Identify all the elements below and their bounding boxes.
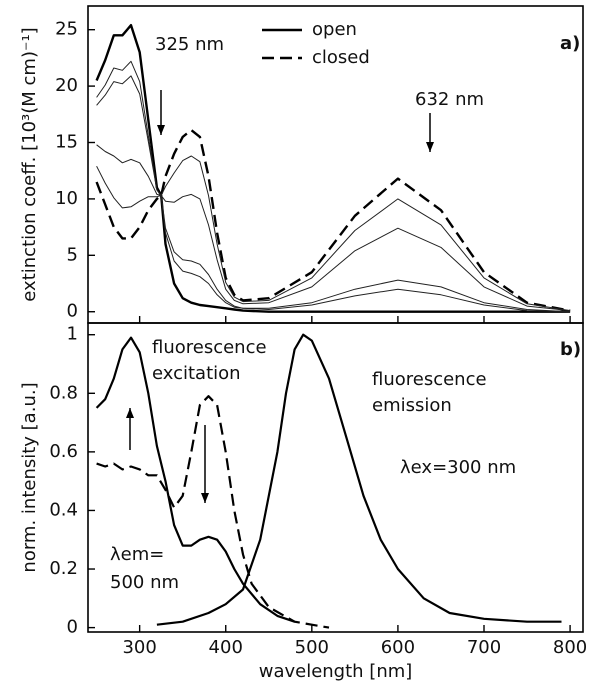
data-line [96, 395, 330, 629]
annotation: λex=300 nm [400, 457, 516, 478]
legend-label: closed [312, 47, 370, 68]
data-line [156, 333, 562, 626]
x-tick-label: 700 [467, 637, 501, 658]
annotation: λem= [110, 544, 164, 565]
y-axis-label: extinction coeff. [10³(M cm)⁻¹] [19, 27, 40, 301]
y-tick-label: 20 [55, 75, 78, 96]
data-line [96, 155, 571, 312]
y-axis-label: norm. intensity [a.u.] [19, 382, 40, 572]
x-tick-label: 500 [295, 637, 329, 658]
y-tick-label: 0.8 [49, 382, 78, 403]
annotation: 500 nm [110, 572, 179, 593]
y-tick-label: 0.2 [49, 558, 78, 579]
data-line [96, 75, 571, 313]
arrow-head [426, 142, 434, 152]
y-tick-label: 5 [67, 244, 78, 265]
annotation: a) [560, 33, 580, 54]
y-tick-label: 15 [55, 132, 78, 153]
annotation: fluorescence [152, 337, 267, 358]
y-tick-label: 25 [55, 19, 78, 40]
y-tick-label: 0 [67, 617, 78, 638]
annotation: emission [372, 395, 452, 416]
data-line [96, 60, 571, 313]
data-line [95, 128, 571, 312]
x-tick-label: 600 [381, 637, 415, 658]
plot-frame [87, 322, 584, 633]
x-axis-label: wavelength [nm] [259, 661, 413, 682]
annotation: 325 nm [155, 34, 224, 55]
y-tick-label: 0 [67, 301, 78, 322]
annotation: 632 nm [415, 89, 484, 110]
arrow-head [201, 493, 209, 503]
x-tick-label: 800 [553, 637, 587, 658]
legend-label: open [312, 19, 357, 40]
y-tick-label: 1 [67, 324, 78, 345]
x-tick-label: 300 [122, 637, 156, 658]
y-tick-label: 0.4 [49, 499, 78, 520]
annotation: fluorescence [372, 369, 487, 390]
data-line [96, 144, 571, 312]
annotation: excitation [152, 363, 241, 384]
arrow-head [126, 408, 134, 418]
arrow-head [157, 125, 165, 135]
y-tick-label: 0.6 [49, 441, 78, 462]
annotation: b) [560, 339, 581, 360]
y-tick-label: 10 [55, 188, 78, 209]
data-line [95, 336, 295, 623]
x-tick-label: 400 [209, 637, 243, 658]
data-line [95, 24, 571, 313]
